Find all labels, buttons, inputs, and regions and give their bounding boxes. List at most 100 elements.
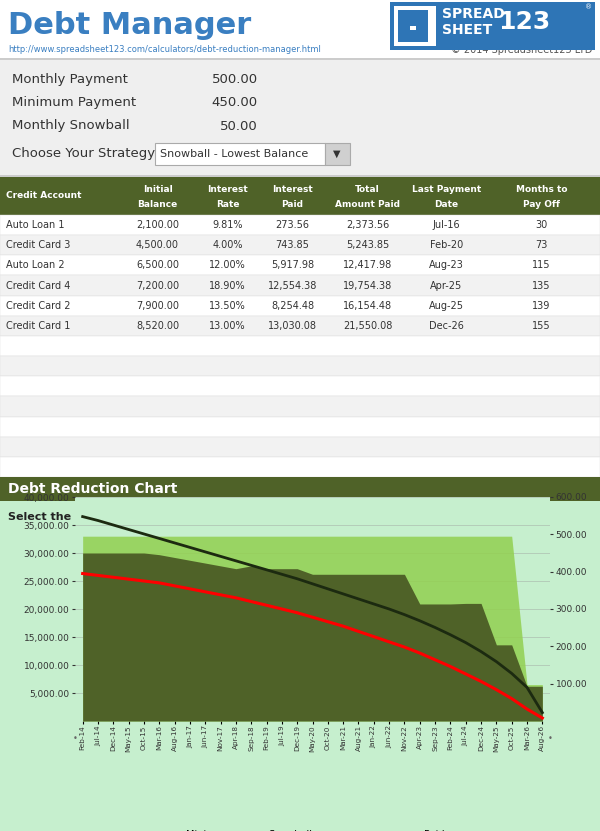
Text: 139: 139 [532,301,551,311]
Bar [0,477,600,501]
Text: 8,520.00: 8,520.00 [136,321,179,331]
Text: •: • [73,735,77,744]
Text: •: • [548,735,553,744]
Text: 13.50%: 13.50% [209,301,246,311]
Text: ▼: ▼ [333,149,341,159]
Text: Select the Account to view: Select the Account to view [8,512,175,522]
Bar [416,12,428,32]
Bar [0,356,600,376]
Text: SPREAD: SPREAD [442,7,505,21]
Bar [0,215,600,235]
Text: Feb-20: Feb-20 [430,240,463,250]
Text: Monthly Snowball: Monthly Snowball [12,120,130,132]
Text: 4.00%: 4.00% [212,240,243,250]
Text: 13,030.08: 13,030.08 [268,321,317,331]
Text: 7,200.00: 7,200.00 [136,281,179,291]
Text: Paid: Paid [281,200,304,209]
Text: Snowball - Lowest Balance: Snowball - Lowest Balance [160,149,308,159]
Bar [155,143,325,165]
Bar [325,143,350,165]
Text: 500.00: 500.00 [212,73,258,86]
Bar [0,235,600,255]
Text: Date: Date [434,200,458,209]
Text: 123: 123 [498,10,550,34]
Text: Auto Loan 1: Auto Loan 1 [6,220,65,230]
Bar [0,296,600,316]
Text: 9.81%: 9.81% [212,220,243,230]
Text: 6,500.00: 6,500.00 [136,260,179,270]
Text: Amount Paid: Amount Paid [335,200,400,209]
Text: 155: 155 [532,321,551,331]
Text: Dec-26: Dec-26 [429,321,464,331]
Bar [405,508,427,528]
Text: 19,754.38: 19,754.38 [343,281,392,291]
Text: Pay Off: Pay Off [523,200,560,209]
Text: Apr-25: Apr-25 [430,281,463,291]
Bar [0,316,600,336]
Text: Choose Your Strategy: Choose Your Strategy [12,146,155,160]
Text: 8,254.48: 8,254.48 [271,301,314,311]
Text: 273.56: 273.56 [275,220,310,230]
Text: 135: 135 [532,281,551,291]
Bar [0,376,600,396]
Text: Debt Reduction Chart: Debt Reduction Chart [8,482,178,496]
Bar [398,12,410,42]
Bar [0,177,600,215]
Text: Credit Account: Credit Account [6,191,82,200]
Text: 2,373.56: 2,373.56 [346,220,389,230]
Text: 7,900.00: 7,900.00 [136,301,179,311]
Text: Initial: Initial [143,184,172,194]
Text: 12.00%: 12.00% [209,260,246,270]
Bar [0,457,600,477]
Text: Credit Card 2: Credit Card 2 [6,301,71,311]
Bar [398,10,428,26]
Text: Rate: Rate [216,200,239,209]
Text: 18.90%: 18.90% [209,281,246,291]
Text: 12,554.38: 12,554.38 [268,281,317,291]
Text: http://www.spreadsheet123.com/calculators/debt-reduction-manager.html: http://www.spreadsheet123.com/calculator… [8,46,321,55]
Text: Credit Card 3: Credit Card 3 [6,240,70,250]
Text: 50.00: 50.00 [220,120,258,132]
Text: Interest: Interest [272,184,313,194]
Text: Credit Card 4: Credit Card 4 [6,281,70,291]
Text: Months to: Months to [516,184,567,194]
Bar [394,6,436,46]
Text: © 2014 Spreadsheet123 LTD: © 2014 Spreadsheet123 LTD [451,45,592,55]
Text: SHEET: SHEET [442,23,492,37]
Legend: Minimum
Payments, Snowball
Payments, Balance, Paid
Interest: Minimum Payments, Snowball Payments, Bal… [160,826,465,831]
Bar [0,416,600,437]
Text: Balance: Balance [137,200,178,209]
Text: 21,550.08: 21,550.08 [343,321,392,331]
Text: 4,500.00: 4,500.00 [136,240,179,250]
Bar [0,275,600,296]
Text: Debt Manager: Debt Manager [8,12,251,41]
Text: 2,100.00: 2,100.00 [136,220,179,230]
Text: 16,154.48: 16,154.48 [343,301,392,311]
Text: Aug-25: Aug-25 [429,301,464,311]
Text: Total: Total [355,184,380,194]
Bar [0,336,600,356]
Text: Minimum Payment: Minimum Payment [12,96,136,110]
Text: Aug-23: Aug-23 [429,260,464,270]
Bar [398,30,428,42]
Text: Monthly Payment: Monthly Payment [12,73,128,86]
Text: 743.85: 743.85 [275,240,310,250]
Bar [0,255,600,275]
Text: 12,417.98: 12,417.98 [343,260,392,270]
Text: Interest: Interest [207,184,248,194]
Text: 13.00%: 13.00% [209,321,246,331]
Text: 30: 30 [535,220,548,230]
Text: ▼: ▼ [412,513,420,523]
Text: 115: 115 [532,260,551,270]
Text: Auto Loan 2: Auto Loan 2 [6,260,65,270]
Bar [0,396,600,416]
Bar [250,508,405,528]
Text: 450.00: 450.00 [212,96,258,110]
Text: 5,917.98: 5,917.98 [271,260,314,270]
Text: 73: 73 [535,240,548,250]
Text: ®: ® [585,4,592,10]
Text: Jul-16: Jul-16 [433,220,460,230]
Text: 5,243.85: 5,243.85 [346,240,389,250]
Text: All Accounts: All Accounts [255,513,319,523]
Text: Last Payment: Last Payment [412,184,481,194]
